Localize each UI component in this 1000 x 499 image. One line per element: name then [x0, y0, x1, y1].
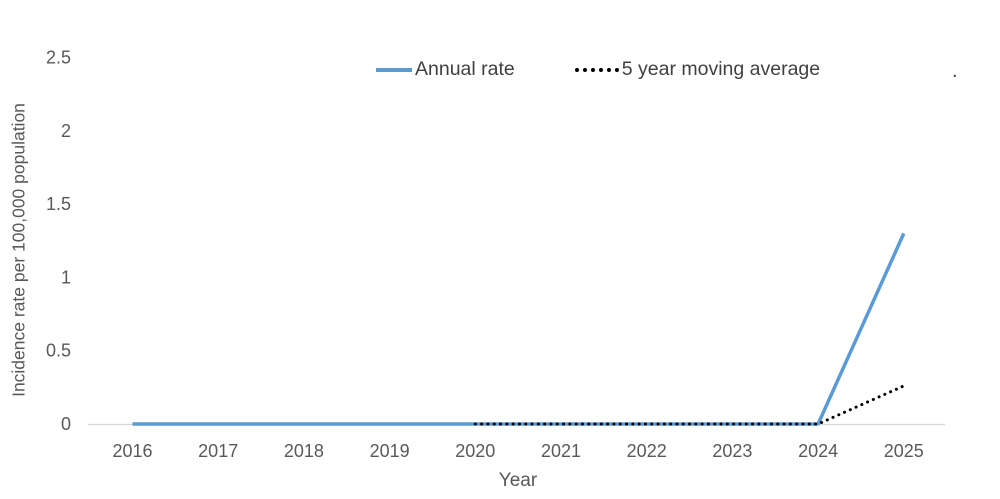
- legend-item-moving-average: 5 year moving average: [574, 58, 821, 81]
- legend-item-annual-rate: Annual rate: [376, 58, 515, 81]
- x-tick-label: 2025: [884, 441, 924, 461]
- y-tick-label: 2.5: [46, 48, 71, 68]
- legend-label-moving-average: 5 year moving average: [621, 58, 821, 80]
- stray-period-text: .: [952, 60, 958, 82]
- y-tick-label: 0.5: [46, 341, 71, 361]
- x-tick-label: 2021: [541, 441, 581, 461]
- x-tick-label: 2016: [112, 441, 152, 461]
- x-tick-label: 2017: [198, 441, 238, 461]
- moving-average-line-swatch: [574, 67, 619, 72]
- x-axis-title: Year: [498, 470, 538, 491]
- y-tick-label: 0: [61, 414, 71, 434]
- x-tick-label: 2022: [627, 441, 667, 461]
- series-line-annual-rate: [132, 232, 906, 426]
- x-tick-label: 2020: [455, 441, 495, 461]
- y-tick-label: 2: [61, 121, 71, 141]
- annual-rate-line-swatch: [376, 67, 412, 72]
- x-tick-label: 2024: [798, 441, 838, 461]
- y-tick-label: 1.5: [46, 194, 71, 214]
- x-tick-label: 2023: [712, 441, 752, 461]
- legend-label-annual-rate: Annual rate: [415, 58, 515, 80]
- x-tick-label: 2019: [370, 441, 410, 461]
- series-line-moving-average: [473, 384, 906, 426]
- x-tick-label: 2018: [284, 441, 324, 461]
- y-tick-label: 1: [61, 267, 71, 287]
- legend: Annual rate 5 year moving average: [376, 58, 820, 81]
- y-axis-title: Incidence rate per 100,000 population: [8, 103, 29, 397]
